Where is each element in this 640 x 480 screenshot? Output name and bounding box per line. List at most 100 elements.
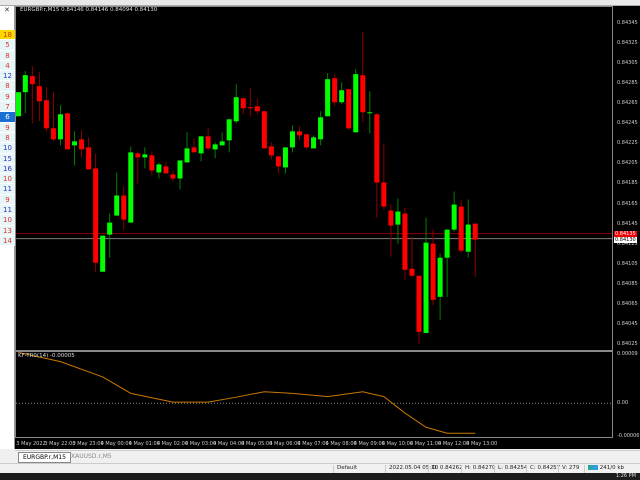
market-watch-item[interactable]: 4 (0, 60, 15, 72)
market-watch-item[interactable]: 18 (0, 30, 15, 41)
price-tick-label: 0.84085 (617, 280, 638, 287)
time-axis-label: 3 May 23:00 (72, 441, 104, 447)
candle-up (367, 112, 373, 114)
price-tick-label: 0.84205 (617, 160, 638, 167)
tab-eurgbp[interactable]: EURGBP.r,M15 (18, 452, 71, 463)
time-axis-label: 4 May 10:00 (381, 441, 413, 447)
price-tick-label: 0.84325 (617, 40, 638, 47)
candle-up (226, 119, 232, 141)
toolbar (0, 0, 640, 6)
candle-down (360, 75, 366, 113)
market-watch-item[interactable]: 8 (0, 81, 15, 92)
candle-up (423, 242, 429, 333)
time-axis-label: 4 May 12:00 (438, 441, 470, 447)
market-watch-item[interactable]: 11 (0, 205, 15, 216)
price-tick-label: 0.84065 (617, 300, 638, 307)
candle-up (311, 137, 317, 149)
candle-up (451, 204, 457, 230)
market-watch-item[interactable]: 13 (0, 225, 15, 236)
candle-down (79, 139, 85, 150)
market-watch-item[interactable]: 8 (0, 50, 15, 61)
candle-down (247, 107, 253, 109)
candle-down (135, 153, 141, 158)
market-watch-item[interactable]: 9 (0, 91, 15, 103)
candle-down (261, 111, 267, 149)
chart-symbol-title: EURGBP.r,M15 0.84146 0.84146 0.84094 0.8… (20, 7, 158, 13)
close-icon[interactable]: ✕ (4, 6, 10, 14)
tab-xauusd[interactable]: XAUUSD.r,M5 (71, 453, 112, 460)
status-close: C: 0.84257 (526, 465, 560, 473)
candle-up (395, 211, 401, 225)
ask-price-box: 0.84135 (614, 230, 637, 237)
market-watch-item[interactable]: 9 (0, 194, 15, 206)
candle-up (289, 131, 295, 148)
time-axis-label: 4 May 13:00 (466, 441, 498, 447)
status-open: O: 0.84262 (428, 465, 463, 473)
market-watch-item[interactable]: 11 (0, 184, 15, 195)
candle-up (184, 148, 190, 163)
indicator-pane-frame (15, 351, 613, 438)
market-watch-item[interactable]: 9 (0, 122, 15, 133)
candle-down (149, 155, 155, 171)
status-traffic: 241/0 kb (584, 465, 624, 473)
candle-down (346, 89, 352, 129)
main-pane-frame (15, 6, 613, 351)
candle-up (444, 229, 450, 258)
market-watch-item[interactable]: 12 (0, 71, 15, 82)
price-tick-label: 0.84345 (617, 20, 638, 26)
candle-up (142, 154, 148, 158)
candle-down (304, 134, 310, 148)
market-watch-item[interactable]: 16 (0, 163, 15, 175)
candle-up (72, 141, 78, 146)
status-bar: Default 2022.05.04 05:30 O: 0.84262 H: 0… (0, 463, 640, 473)
candle-down (121, 195, 127, 220)
candle-up (233, 97, 239, 122)
market-watch-item[interactable]: 6 (0, 112, 15, 123)
market-watch-item[interactable]: 10 (0, 174, 15, 185)
candle-up (339, 90, 345, 103)
candle-up (128, 152, 134, 223)
status-profile: Default (333, 465, 357, 473)
price-tick-label: 0.84265 (617, 100, 638, 107)
connection-icon (588, 465, 598, 470)
time-axis-label: 4 May 06:00 (269, 441, 301, 447)
market-watch-item[interactable]: 10 (0, 143, 15, 154)
price-tick-label: 0.84165 (617, 200, 638, 207)
candle-down (416, 275, 422, 332)
candle-down (430, 243, 436, 300)
candle-down (332, 78, 338, 103)
candle-up (16, 92, 21, 117)
price-tick-label: 0.84025 (617, 340, 638, 347)
candle-up (212, 144, 218, 150)
market-watch-list: 18 5 8 4 12 8 9 7 6 9 8 10 15 16 10 11 9 11 10 13 14 (0, 30, 15, 247)
candle-up (156, 164, 162, 173)
price-tick-label: 0.84305 (617, 60, 638, 67)
market-watch-item[interactable]: 7 (0, 102, 15, 113)
candle-down (374, 114, 380, 183)
market-watch-item[interactable]: 5 (0, 40, 15, 51)
market-watch-item[interactable]: 8 (0, 132, 15, 144)
time-axis-label: 4 May 02:00 (156, 441, 188, 447)
time-axis-label: 4 May 08:00 (325, 441, 357, 447)
time-axis-label: 4 May 07:00 (297, 441, 329, 447)
market-watch-item[interactable]: 15 (0, 153, 15, 164)
status-high: H: 0.84270 (461, 465, 495, 473)
price-tick-label: 0.84045 (617, 320, 638, 327)
candle-down (268, 146, 274, 156)
time-axis-label: 4 May 03:00 (185, 441, 217, 447)
market-watch-item[interactable]: 14 (0, 235, 15, 247)
market-watch-item[interactable]: 10 (0, 215, 15, 226)
price-tick-label: 0.84185 (617, 180, 638, 187)
candle-up (177, 160, 183, 179)
time-axis-label: 4 May 09:00 (353, 441, 385, 447)
candle-down (43, 100, 49, 129)
price-tick-label: 0.84285 (617, 80, 638, 87)
candle-down (240, 98, 246, 109)
candle-down (275, 156, 281, 167)
market-watch-panel: ✕ 18 5 8 4 12 8 9 7 6 9 8 10 15 16 10 11 9 11 10 13 14 (0, 6, 15, 449)
candle-up (57, 114, 63, 140)
taskbar: 1:26 PM (0, 473, 640, 480)
status-datetime: 2022.05.04 05:30 (385, 465, 438, 473)
status-low: L: 0.84254 (494, 465, 527, 473)
